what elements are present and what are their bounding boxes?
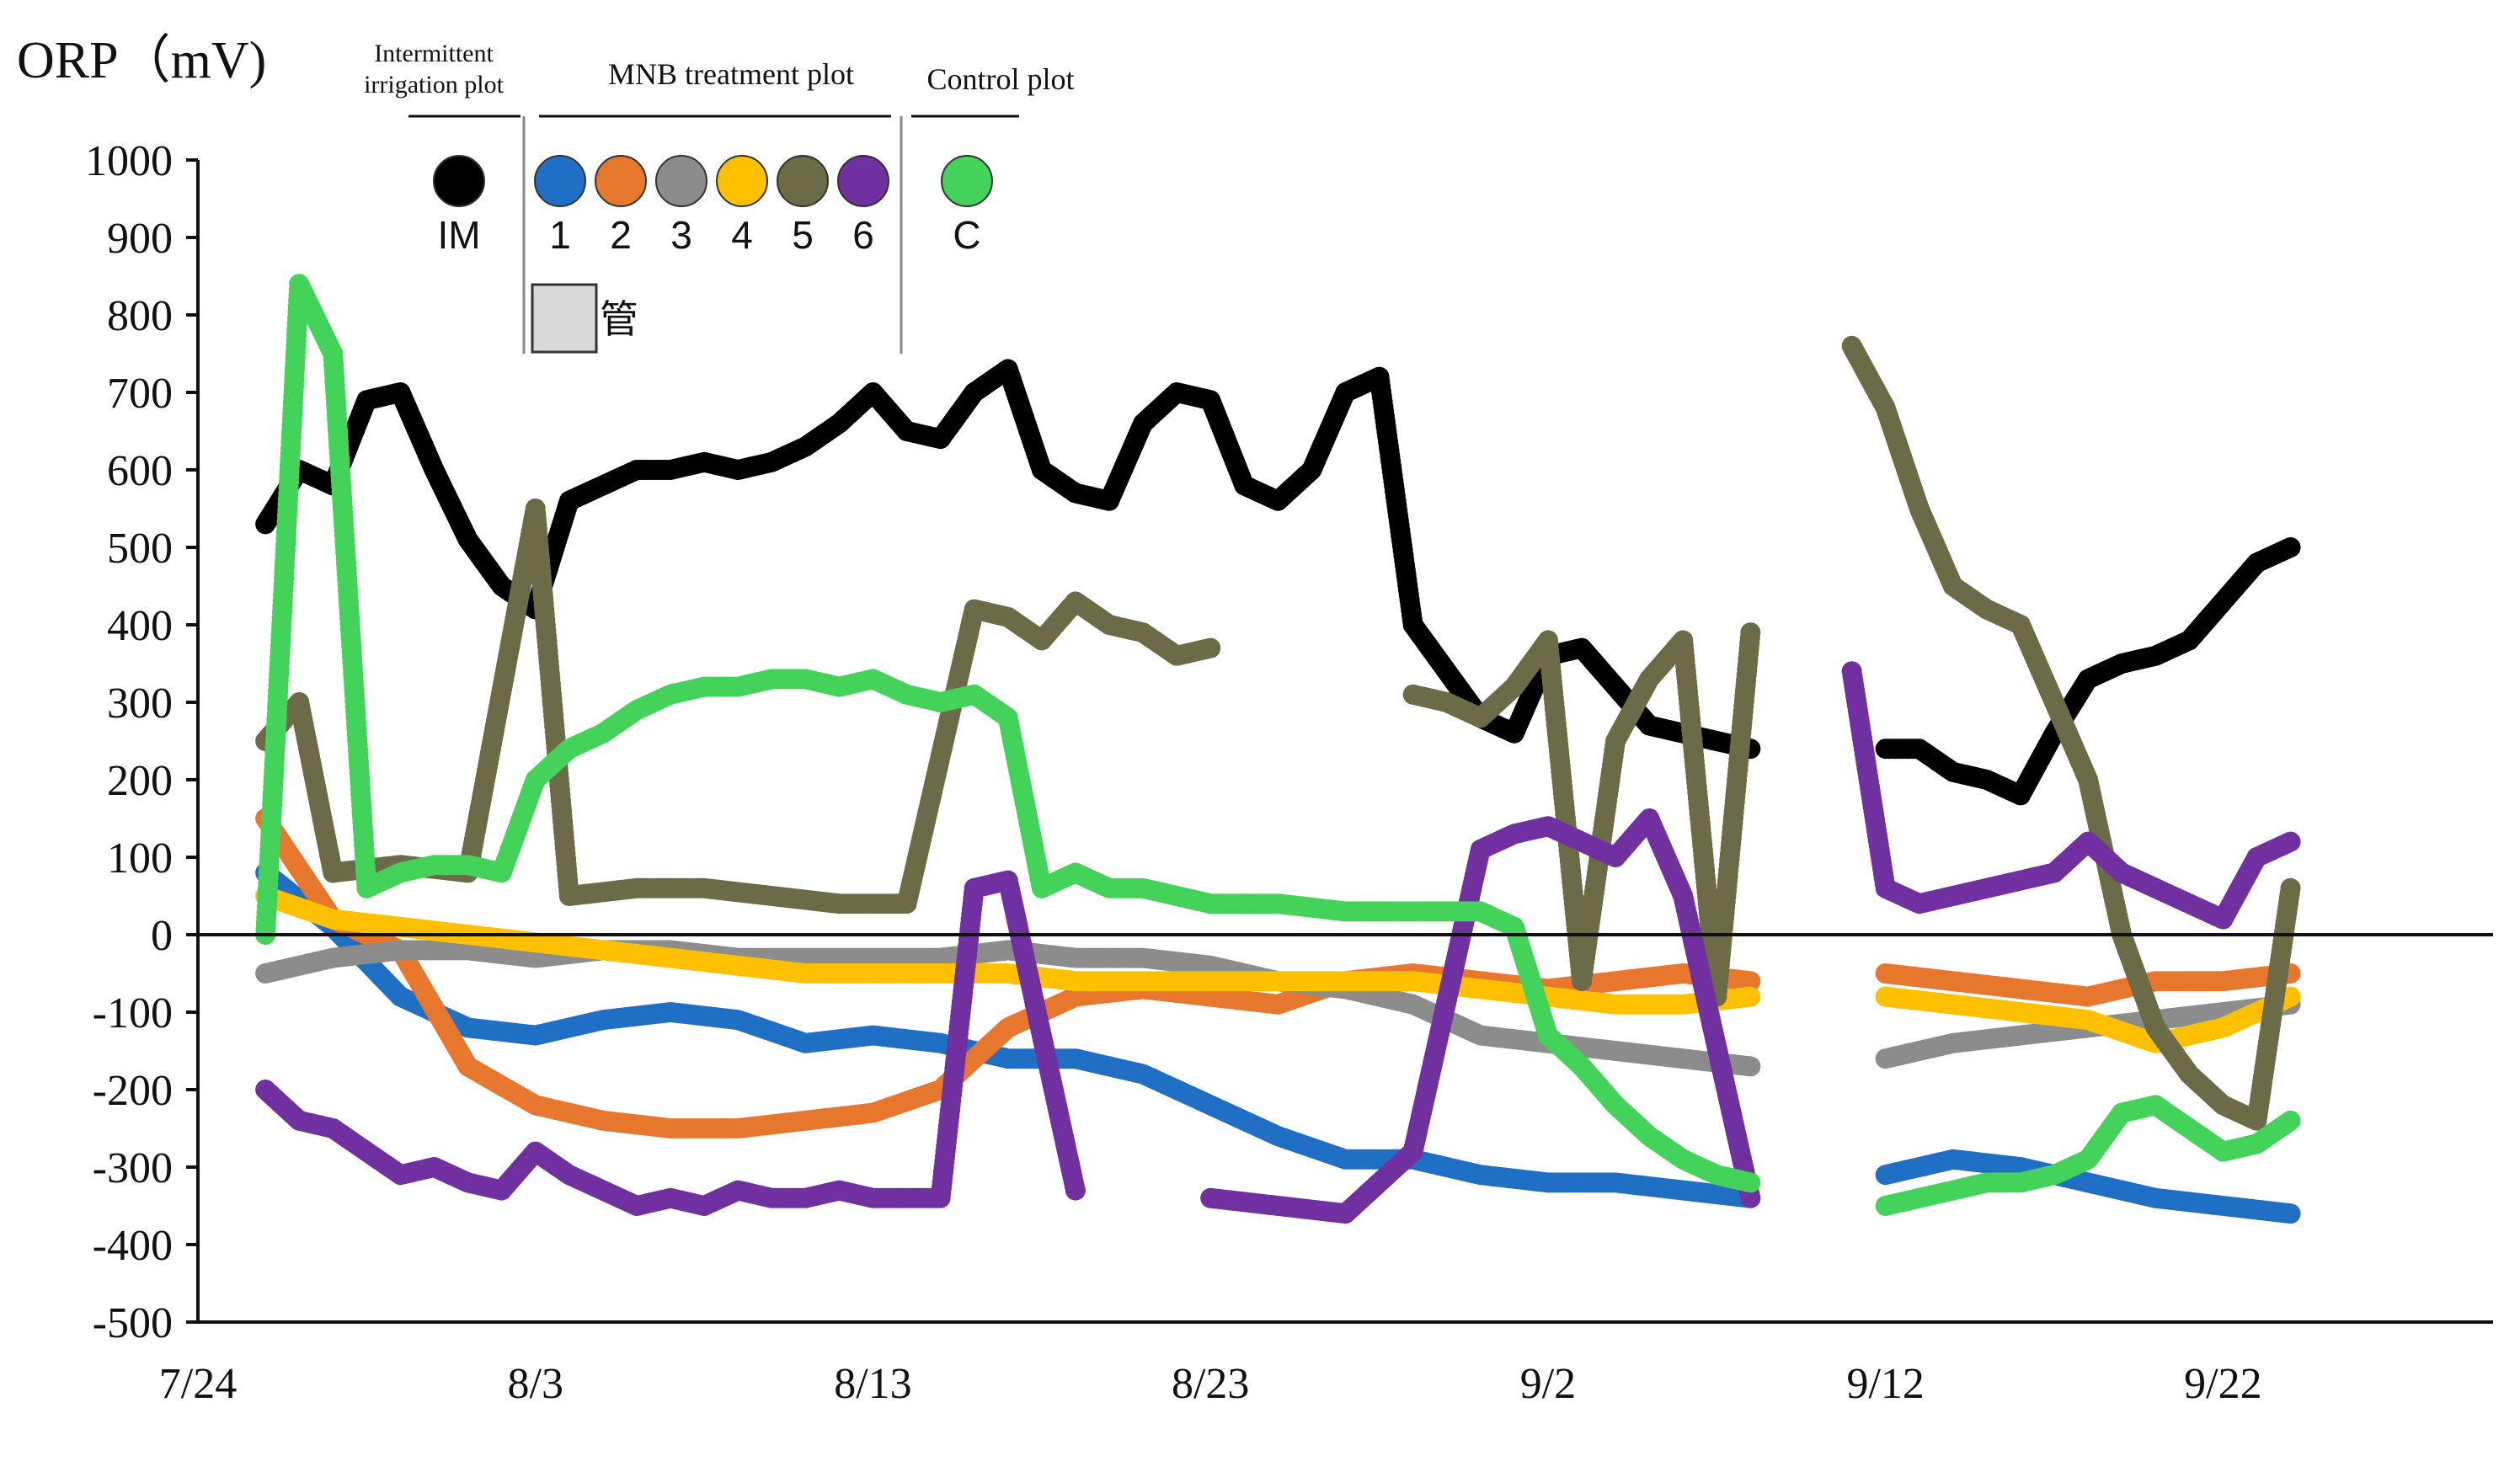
series-4-point <box>1740 986 1761 1007</box>
series-IM-point <box>2280 537 2301 557</box>
series-5-point <box>2280 877 2301 898</box>
series-3-point <box>1740 1056 1761 1077</box>
series-1-point <box>2280 1203 2301 1224</box>
series-5-point <box>1740 622 1761 643</box>
series-5-point <box>1200 637 1221 659</box>
plot-points <box>255 274 2301 1224</box>
